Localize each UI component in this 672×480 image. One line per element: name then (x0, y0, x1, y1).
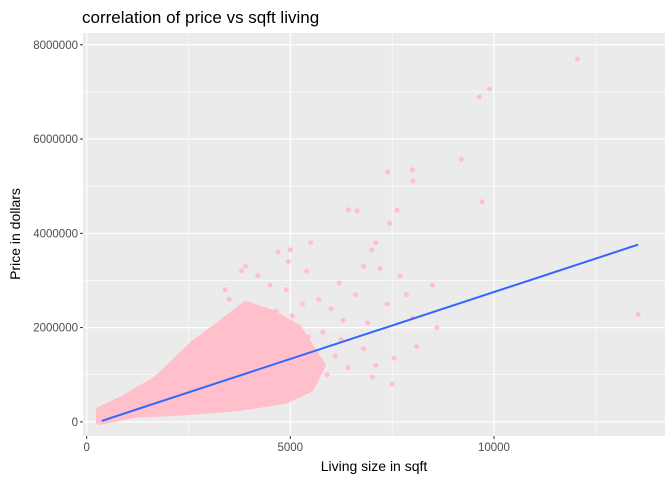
data-point (403, 292, 409, 298)
data-point (389, 381, 395, 387)
data-point (354, 208, 360, 214)
data-point (394, 207, 400, 213)
data-point (365, 320, 371, 326)
data-point (226, 296, 232, 302)
major-gridlines (83, 33, 665, 436)
data-point (222, 287, 228, 293)
data-point (324, 372, 330, 378)
data-point (320, 329, 326, 335)
y-axis-ticks: 0 2000000 4000000 6000000 8000000 (33, 40, 83, 429)
trend-line (101, 243, 639, 422)
data-point (332, 353, 338, 359)
data-point (287, 247, 293, 253)
data-point (414, 343, 420, 349)
data-point (397, 273, 403, 279)
data-point (308, 240, 314, 246)
x-tick-label: 0 (83, 442, 89, 454)
data-point (410, 178, 416, 184)
y-tick-label: 0 (72, 417, 78, 429)
data-point (283, 287, 289, 293)
x-tick-label: 5000 (278, 442, 304, 454)
data-point (285, 259, 291, 265)
data-point (373, 240, 379, 246)
data-point (328, 306, 334, 312)
data-point (338, 336, 344, 342)
dense-point-cloud (95, 301, 326, 425)
data-point (304, 268, 310, 274)
data-point (289, 313, 295, 319)
data-point (391, 355, 397, 361)
y-axis-title: Price in dollars (7, 188, 23, 280)
data-point (434, 325, 440, 331)
y-tick-label: 8000000 (33, 40, 78, 52)
data-point (255, 273, 261, 279)
x-axis-title: Living size in sqft (321, 458, 428, 474)
data-point (369, 247, 375, 253)
y-tick-label: 4000000 (33, 228, 78, 240)
data-point (370, 374, 376, 380)
y-tick-label: 6000000 (33, 134, 78, 146)
data-point (635, 311, 641, 317)
x-axis-ticks: 0 5000 10000 (83, 436, 510, 454)
data-point (346, 207, 352, 213)
data-point (377, 266, 383, 272)
data-point (345, 365, 351, 371)
data-point (340, 318, 346, 324)
data-point (361, 263, 367, 269)
y-tick-label: 2000000 (33, 323, 78, 335)
data-point (479, 199, 485, 205)
data-point (486, 86, 492, 92)
chart-title: correlation of price vs sqft living (82, 8, 319, 27)
data-point (387, 220, 393, 226)
data-point (316, 296, 322, 302)
data-point (384, 301, 390, 307)
data-point (300, 301, 306, 307)
data-point (429, 282, 435, 288)
data-point (275, 249, 281, 255)
data-point (361, 346, 367, 352)
data-point (385, 169, 391, 175)
x-tick-label: 10000 (478, 442, 510, 454)
data-point (476, 94, 482, 100)
data-point (336, 280, 342, 286)
trend-line-layer (101, 243, 639, 422)
data-point (267, 282, 273, 288)
data-point (574, 56, 580, 62)
data-point (243, 263, 249, 269)
data-point (238, 268, 244, 274)
data-point (373, 362, 379, 368)
data-point (458, 156, 464, 162)
data-point (409, 167, 415, 173)
point-cloud (95, 301, 326, 425)
data-point (352, 292, 358, 298)
